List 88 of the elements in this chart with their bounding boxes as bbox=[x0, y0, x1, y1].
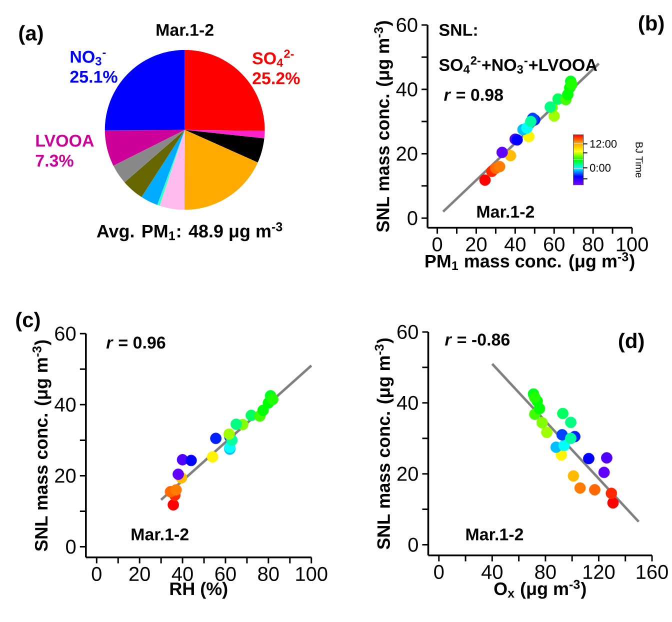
x-tick-label: 20 bbox=[466, 237, 487, 252]
x-tick-label: 40 bbox=[482, 564, 503, 579]
point bbox=[541, 426, 552, 438]
point bbox=[267, 394, 278, 405]
point bbox=[230, 418, 242, 430]
y-tick-label: 60 bbox=[398, 324, 418, 339]
y-axis-title: SNL mass conc. (μg m$^{-3}$) bbox=[374, 338, 394, 550]
point bbox=[170, 484, 182, 496]
x-tick-label: 100 bbox=[616, 237, 648, 252]
y-tick-label: 20 bbox=[55, 468, 76, 483]
point bbox=[168, 498, 179, 510]
text: (c) bbox=[16, 312, 40, 332]
y-tick-label: 20 bbox=[396, 146, 418, 161]
point bbox=[568, 470, 580, 482]
point bbox=[525, 116, 536, 128]
y-axis-title: SNL mass conc. (μg m$^{-3}$) bbox=[32, 340, 52, 551]
x-tick-label: 60 bbox=[544, 237, 564, 252]
data-label: 25.1% bbox=[70, 70, 118, 83]
y-tick-label: 40 bbox=[396, 396, 418, 410]
annotation: r = 0.98 bbox=[444, 88, 503, 101]
x-tick-label: 0 bbox=[434, 564, 444, 579]
point bbox=[185, 454, 197, 466]
y-tick-label: 40 bbox=[54, 397, 76, 412]
text: Avg. PM$_{1}$: 48.9 μg m$^{-3}$ bbox=[96, 222, 282, 242]
y-axis-title: SNL mass conc. (μg m$^{-3}$) bbox=[374, 21, 393, 232]
text: (b) bbox=[638, 15, 664, 35]
x-tick-label: 80 bbox=[582, 237, 604, 252]
point bbox=[565, 416, 576, 428]
y-tick-label: 60 bbox=[396, 18, 418, 32]
point bbox=[172, 468, 184, 480]
x-tick-label: 80 bbox=[258, 566, 279, 581]
point bbox=[583, 452, 594, 464]
y-tick-label: 0 bbox=[66, 540, 76, 554]
x-tick-label: 160 bbox=[636, 564, 668, 579]
point bbox=[607, 497, 619, 508]
x-tick-label: 40 bbox=[172, 566, 193, 581]
x-tick-label: 0 bbox=[92, 566, 102, 581]
x-tick-label: 20 bbox=[129, 566, 150, 581]
point bbox=[557, 408, 568, 420]
point bbox=[606, 487, 618, 499]
slice-label: LVOOA bbox=[36, 134, 94, 147]
point bbox=[494, 160, 506, 172]
point bbox=[589, 484, 600, 496]
y-tick-label: 0 bbox=[408, 210, 418, 225]
annotation: Mar.1-2 bbox=[132, 528, 188, 540]
point bbox=[206, 451, 218, 462]
text: (a) bbox=[19, 25, 43, 45]
point bbox=[565, 432, 576, 444]
point bbox=[536, 416, 548, 428]
y-tick-label: 20 bbox=[398, 466, 418, 481]
annotation: Mar.1-2 bbox=[466, 528, 524, 540]
annotation: 0:00 bbox=[590, 164, 611, 172]
point bbox=[598, 466, 610, 478]
annotation: 12:00 bbox=[590, 140, 617, 148]
annotation: Mar.1-2 bbox=[477, 206, 534, 218]
x-tick-label: 120 bbox=[584, 564, 615, 579]
x-tick-label: 40 bbox=[504, 237, 526, 252]
x-tick-label: 80 bbox=[535, 564, 556, 579]
x-tick-label: 60 bbox=[215, 566, 236, 581]
chart-title: Mar.1-2 bbox=[156, 24, 214, 36]
annotation: SO$_{4}$$^{2-}$+NO$_{3}$$^{-}$+LVOOA bbox=[439, 56, 597, 74]
annotation: SNL: bbox=[439, 24, 477, 36]
point bbox=[556, 428, 568, 440]
x-axis-title: PM$_{1}$ mass conc. (μg m$^{-3}$) bbox=[426, 252, 634, 271]
x-axis-title: RH (%) bbox=[170, 582, 228, 599]
point bbox=[574, 482, 586, 494]
y-tick-label: 60 bbox=[55, 326, 76, 341]
point bbox=[566, 78, 578, 90]
point bbox=[529, 392, 540, 404]
annotation: (d) bbox=[618, 332, 644, 352]
point bbox=[210, 432, 222, 444]
point bbox=[496, 146, 508, 158]
data-label: 25.2% bbox=[252, 72, 300, 84]
y-tick-label: 0 bbox=[408, 538, 418, 552]
x-axis-title: O$_{x}$ (μg m$^{-3}$) bbox=[494, 580, 586, 599]
x-tick-label: 0 bbox=[432, 237, 442, 252]
data-label: 7.3% bbox=[36, 154, 74, 167]
point bbox=[223, 428, 235, 440]
y-tick-label: 40 bbox=[396, 82, 418, 96]
point bbox=[558, 440, 570, 451]
annotation: r = 0.96 bbox=[106, 336, 166, 348]
slice-label: SO$_{4}$2- bbox=[252, 49, 294, 67]
x-tick-label: 100 bbox=[296, 566, 328, 581]
annotation: r = -0.86 bbox=[445, 333, 510, 346]
text: BJ Time bbox=[636, 142, 643, 178]
point bbox=[601, 452, 612, 464]
slice-label: NO$_{3}$- bbox=[70, 50, 106, 66]
point bbox=[479, 174, 491, 186]
